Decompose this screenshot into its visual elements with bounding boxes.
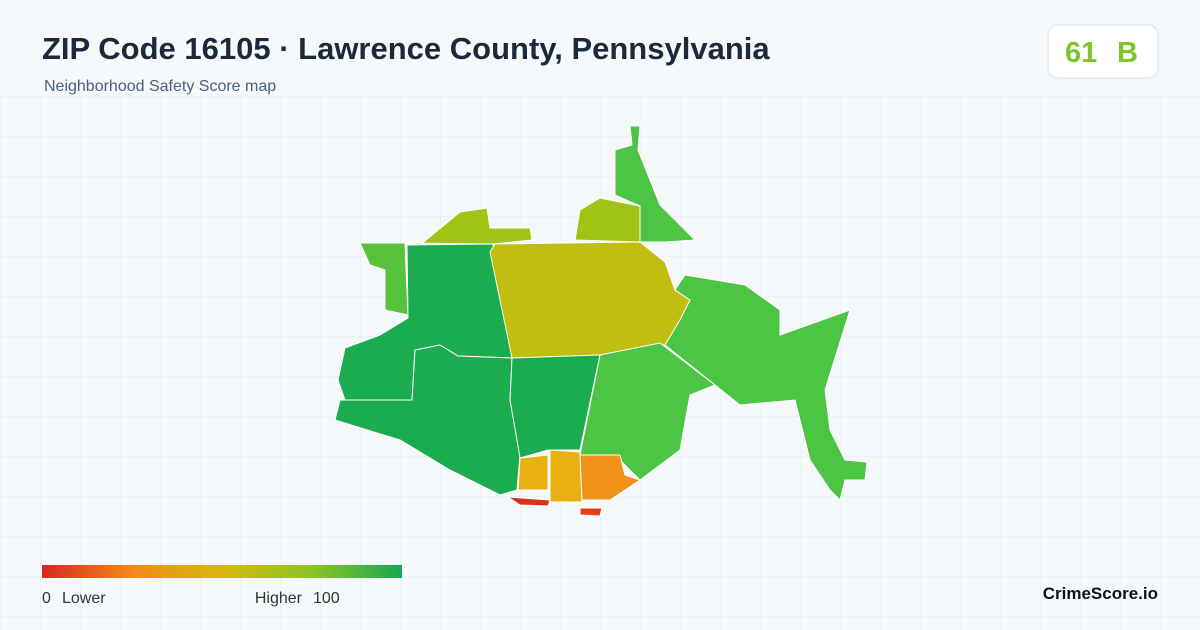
- legend-bar: [42, 565, 402, 578]
- region: [359, 242, 409, 316]
- region: [574, 197, 641, 243]
- region: [579, 507, 603, 517]
- legend-min: 0: [42, 590, 51, 607]
- subtitle: Neighborhood Safety Score map: [44, 78, 276, 95]
- region: [517, 454, 549, 491]
- legend-max: 100: [313, 590, 340, 607]
- region: [664, 274, 868, 501]
- region: [404, 207, 533, 246]
- title: ZIP Code 16105 · Lawrence County, Pennsy…: [42, 31, 770, 66]
- region: [489, 241, 691, 359]
- map-regions: [334, 125, 868, 517]
- brand: CrimeScore.io: [1043, 584, 1158, 603]
- score-box: [1047, 24, 1159, 79]
- region: [614, 125, 697, 243]
- legend-min-label: Lower: [62, 590, 106, 607]
- score-value: 61: [1065, 37, 1097, 69]
- region: [334, 344, 521, 496]
- region: [579, 454, 642, 501]
- score-grade: B: [1117, 37, 1138, 69]
- region: [549, 449, 583, 503]
- legend-max-label: Higher: [255, 590, 303, 607]
- region: [506, 496, 551, 507]
